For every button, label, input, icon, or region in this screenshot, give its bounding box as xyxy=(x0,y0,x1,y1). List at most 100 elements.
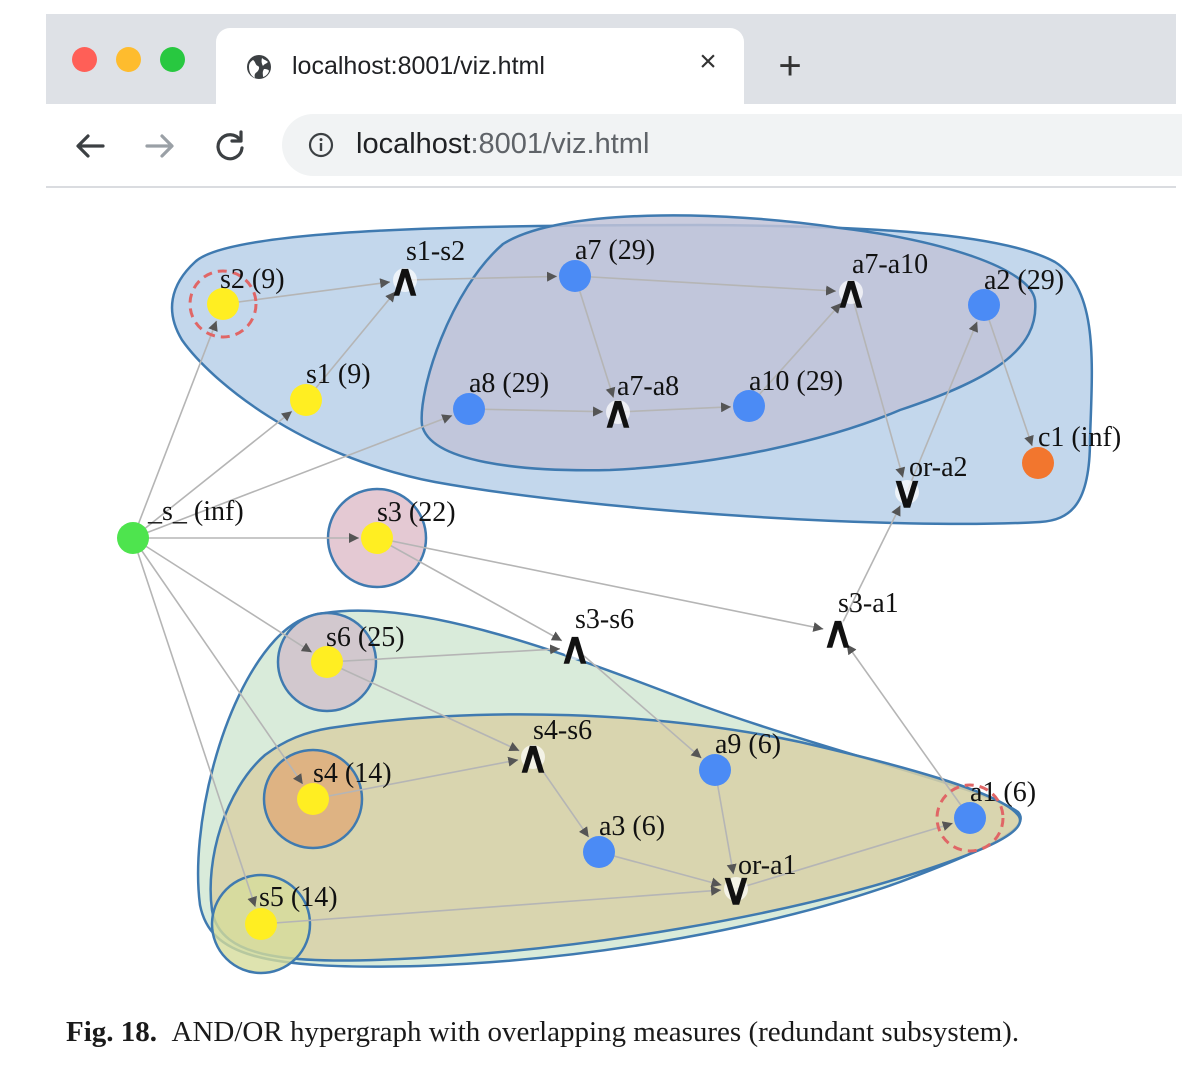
close-icon[interactable]: × xyxy=(699,45,717,78)
gate-backdrop-or-a2 xyxy=(895,480,919,504)
edge-s2-to-s1-s2 xyxy=(222,278,391,305)
or-gate-or-a1[interactable]: ∨ xyxy=(720,865,752,914)
edge-a9-to-or-a1 xyxy=(714,769,737,875)
edge-_s_-to-s1 xyxy=(132,410,293,539)
node-s6[interactable] xyxy=(311,646,343,678)
edge-s4-to-s4-s6 xyxy=(312,756,519,800)
close-window-button[interactable] xyxy=(72,47,97,72)
edge-a7-to-a7-a8 xyxy=(574,275,616,398)
node-label-a9: a9 (6) xyxy=(715,729,781,760)
edge-s6-to-s4-s6 xyxy=(326,661,520,752)
page-viewport: ∧ ∧ ∧ ∧ ∧ ∧ ∨ ∨ _s_ (inf) s1 (9) s2 (9) s3 (22) s4 … xyxy=(46,188,1176,1004)
node-a9[interactable] xyxy=(699,754,731,786)
browser-window: localhost:8001/viz.html × + localhost:80… xyxy=(46,14,1182,1004)
edge-_s_-to-s5 xyxy=(132,537,257,908)
plus-icon[interactable]: + xyxy=(778,44,802,88)
node-label-a10: a10 (29) xyxy=(749,366,843,397)
node-s1[interactable] xyxy=(290,384,322,416)
node-a8[interactable] xyxy=(453,393,485,425)
and-gate-a7-a8[interactable]: ∧ xyxy=(602,388,634,437)
hypergraph-canvas: ∧ ∧ ∧ ∧ ∧ ∧ ∨ ∨ _s_ (inf) s1 (9) s2 (9) s3 (22) s4 … xyxy=(117,214,1121,975)
node-a2[interactable] xyxy=(968,289,1000,321)
and-gate-s4-s6[interactable]: ∧ xyxy=(517,733,549,782)
node-s3[interactable] xyxy=(361,522,393,554)
edge-or-a2-to-a2 xyxy=(906,321,978,493)
info-icon[interactable] xyxy=(308,132,334,158)
node-label-s4-s6: s4-s6 xyxy=(533,715,592,746)
or-gate-or-a2[interactable]: ∨ xyxy=(891,468,923,517)
group-hull-bottom-inner xyxy=(209,713,1022,962)
edge-a7-to-a7-a10 xyxy=(574,275,837,296)
node-label-s1: s1 (9) xyxy=(306,359,371,390)
edge-a8-to-a7-a8 xyxy=(468,406,604,417)
node-label-a7: a7 (29) xyxy=(575,235,655,266)
node-label-s3-s6: s3-s6 xyxy=(575,604,634,635)
node-a1[interactable] xyxy=(954,802,986,834)
url-text: localhost:8001/viz.html xyxy=(356,128,650,160)
edge-s3-to-s3-a1 xyxy=(376,537,824,632)
node-_s_[interactable] xyxy=(117,522,149,554)
target-ring-a1 xyxy=(935,783,1005,853)
node-a7[interactable] xyxy=(559,260,591,292)
gate-backdrop-s1-s2 xyxy=(393,268,417,292)
node-a10[interactable] xyxy=(733,390,765,422)
edge-a3-to-or-a1 xyxy=(598,851,722,888)
edge-_s_-to-a8 xyxy=(132,414,453,539)
edge-a1-to-s3-a1 xyxy=(846,643,971,819)
toolbar: localhost:8001/viz.html xyxy=(46,104,1182,188)
and-gate-s3-s6[interactable]: ∧ xyxy=(559,624,591,673)
arrow-right-icon[interactable] xyxy=(140,126,180,166)
address-bar[interactable]: localhost:8001/viz.html xyxy=(282,114,1182,176)
node-label-c1: c1 (inf) xyxy=(1038,422,1121,453)
node-s2[interactable] xyxy=(207,288,239,320)
node-label-or-a1: or-a1 xyxy=(738,850,797,881)
globe-icon xyxy=(247,55,271,79)
node-label-s4: s4 (14) xyxy=(313,758,392,789)
edge-s3-s6-to-a9 xyxy=(574,647,702,759)
gate-backdrop-or-a1 xyxy=(724,877,748,901)
node-s5[interactable] xyxy=(245,908,277,940)
node-label-or-a2: or-a2 xyxy=(909,452,968,483)
node-label-s5: s5 (14) xyxy=(259,882,338,913)
node-a3[interactable] xyxy=(583,836,615,868)
edge-s6-to-s3-s6 xyxy=(326,644,561,663)
node-label-_s_: _s_ (inf) xyxy=(147,496,244,527)
reload-icon[interactable] xyxy=(210,126,250,166)
node-label-s3-a1: s3-a1 xyxy=(838,588,899,619)
caption-text: AND/OR hypergraph with overlapping measu… xyxy=(171,1016,1020,1048)
node-label-s1-s2: s1-s2 xyxy=(406,236,465,267)
and-gate-a7-a10[interactable]: ∧ xyxy=(835,268,867,317)
and-gate-s3-a1[interactable]: ∧ xyxy=(822,608,854,657)
arrow-left-icon[interactable] xyxy=(70,126,110,166)
tab-title: localhost:8001/viz.html xyxy=(292,52,545,80)
gate-backdrop-s3-s6 xyxy=(563,636,587,660)
edge-s3-to-s3-s6 xyxy=(376,537,563,642)
edge-a7-a10-to-or-a2 xyxy=(850,291,906,478)
edge-a10-to-a7-a10 xyxy=(748,302,842,407)
gate-backdrop-s4-s6 xyxy=(521,745,545,769)
gate-backdrop-a7-a10 xyxy=(839,280,863,304)
caption-label: Fig. 18. xyxy=(66,1016,158,1048)
node-label-a8: a8 (29) xyxy=(469,368,549,399)
edge-s3-a1-to-or-a2 xyxy=(837,505,902,633)
zoom-window-button[interactable] xyxy=(160,47,185,72)
edge-_s_-to-s2 xyxy=(132,320,218,539)
edge-_s_-to-s6 xyxy=(132,537,313,653)
node-label-a7-a10: a7-a10 xyxy=(852,249,928,280)
and-gate-s1-s2[interactable]: ∧ xyxy=(389,256,421,305)
node-c1[interactable] xyxy=(1022,447,1054,479)
figure-caption: Fig. 18. AND/OR hypergraph with overlapp… xyxy=(66,1016,1019,1049)
edge-a7-a8-to-a10 xyxy=(617,402,732,413)
edge-s1-to-s1-s2 xyxy=(305,291,397,401)
node-label-a3: a3 (6) xyxy=(599,811,665,842)
edge-a2-to-c1 xyxy=(983,304,1034,447)
edge-_s_-to-s4 xyxy=(132,537,304,785)
minimize-window-button[interactable] xyxy=(116,47,141,72)
node-label-s2: s2 (9) xyxy=(220,264,285,295)
tab-active[interactable]: localhost:8001/viz.html × xyxy=(216,28,744,104)
node-s4[interactable] xyxy=(297,783,329,815)
edge-s4-s6-to-a3 xyxy=(532,756,590,838)
edge-s5-to-or-a1 xyxy=(260,885,722,925)
gate-backdrop-s3-a1 xyxy=(826,620,850,644)
node-label-s3: s3 (22) xyxy=(377,497,456,528)
